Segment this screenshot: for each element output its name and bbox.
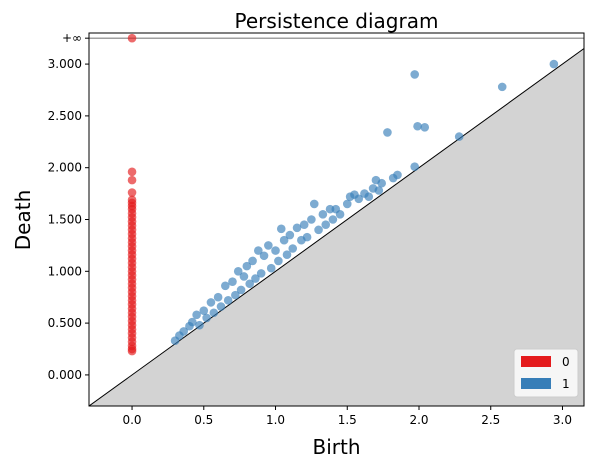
point-series-1-61 — [393, 170, 402, 180]
diagonal-line — [89, 48, 584, 406]
y-tick-label: 0.000 — [48, 368, 82, 382]
point-series-1-49 — [342, 199, 352, 209]
point-series-1-31 — [276, 224, 286, 234]
point-series-1-14 — [223, 296, 233, 305]
x-axis-ticks: 0.0 0.5 1.0 1.5 2.0 2.5 3.0 — [122, 406, 572, 427]
x-axis-label: Birth — [312, 435, 360, 459]
point-series-1-68 — [549, 59, 559, 69]
point-series-1-15 — [228, 277, 237, 286]
point-series-1-10 — [209, 308, 219, 318]
point-series-1-41 — [309, 199, 319, 209]
x-tick-label: 1.0 — [266, 413, 285, 427]
data-points — [127, 33, 559, 356]
point-series-1-23 — [251, 274, 260, 283]
point-series-1-35 — [288, 244, 298, 253]
chart-title: Persistence diagram — [235, 9, 439, 33]
point-series-1-59 — [383, 128, 392, 137]
point-series-1-25 — [256, 269, 266, 278]
point-series-1-48 — [335, 210, 345, 219]
x-tick-label: 0.0 — [122, 413, 141, 427]
y-tick-label: 2.500 — [48, 109, 82, 123]
legend-label-1: 1 — [562, 377, 570, 391]
x-tick-label: 2.5 — [481, 413, 500, 427]
x-tick-label: 0.5 — [194, 413, 213, 427]
point-series-0-2 — [127, 175, 137, 185]
point-series-1-26 — [259, 251, 269, 261]
point-series-1-43 — [318, 210, 328, 219]
point-series-1-28 — [266, 263, 276, 273]
point-series-1-20 — [242, 261, 252, 271]
point-series-0-1 — [127, 167, 137, 177]
point-series-1-19 — [239, 272, 249, 281]
legend-swatch-0 — [521, 356, 551, 367]
plot-area — [88, 32, 585, 407]
point-series-1-24 — [254, 246, 263, 255]
point-series-1-52 — [354, 194, 364, 204]
point-series-1-36 — [292, 223, 302, 233]
point-series-1-2 — [179, 327, 188, 336]
point-series-1-8 — [202, 313, 211, 323]
point-series-0-42 — [127, 346, 137, 356]
point-series-1-42 — [314, 225, 323, 235]
y-tick-label: 1.500 — [48, 213, 82, 227]
x-tick-label: 3.0 — [553, 413, 572, 427]
point-series-1-32 — [279, 235, 289, 245]
point-series-1-13 — [221, 281, 230, 291]
y-tick-label: 1.000 — [48, 264, 82, 278]
y-tick-label: 2.000 — [48, 161, 82, 175]
point-series-1-44 — [321, 220, 331, 229]
point-series-1-34 — [285, 230, 295, 240]
y-axis-ticks: 0.000 0.500 1.000 1.500 2.000 2.500 3.000 +∞ — [48, 31, 89, 382]
point-series-1-57 — [374, 186, 384, 195]
point-series-1-54 — [364, 192, 374, 202]
point-series-1-7 — [199, 306, 209, 315]
point-series-1-22 — [248, 256, 257, 266]
point-series-1-65 — [420, 122, 430, 132]
legend: 0 1 — [513, 348, 579, 398]
point-series-1-66 — [454, 132, 464, 141]
point-series-1-67 — [497, 82, 507, 92]
point-series-1-16 — [231, 290, 240, 300]
point-series-1-6 — [195, 320, 204, 330]
point-series-0-0 — [127, 33, 137, 43]
point-series-1-46 — [328, 215, 338, 224]
point-series-1-58 — [377, 178, 386, 188]
y-tick-label: 3.000 — [48, 57, 82, 71]
point-series-1-62 — [410, 162, 419, 171]
point-series-1-30 — [274, 256, 283, 266]
point-series-1-63 — [410, 70, 419, 79]
point-series-1-21 — [245, 279, 254, 289]
point-series-1-17 — [233, 267, 243, 276]
point-series-1-29 — [271, 246, 280, 255]
y-tick-label: 0.500 — [48, 316, 82, 330]
point-series-1-5 — [192, 310, 201, 320]
point-series-1-39 — [302, 232, 312, 242]
point-series-1-11 — [213, 292, 223, 302]
point-series-1-38 — [299, 220, 309, 229]
point-series-1-33 — [282, 250, 292, 260]
point-series-1-64 — [413, 121, 422, 131]
point-series-1-40 — [307, 215, 316, 224]
point-series-1-9 — [206, 298, 216, 307]
point-series-1-27 — [264, 241, 273, 250]
y-tick-infinity-label: +∞ — [62, 31, 82, 45]
legend-label-0: 0 — [562, 355, 570, 369]
point-series-1-4 — [188, 317, 197, 327]
x-tick-label: 1.5 — [338, 413, 357, 427]
legend-swatch-1 — [521, 378, 551, 389]
y-axis-label: Death — [11, 190, 35, 250]
point-series-0-3 — [127, 188, 137, 197]
point-series-1-18 — [236, 285, 246, 295]
point-series-1-12 — [216, 302, 226, 311]
x-tick-label: 2.0 — [409, 413, 428, 427]
